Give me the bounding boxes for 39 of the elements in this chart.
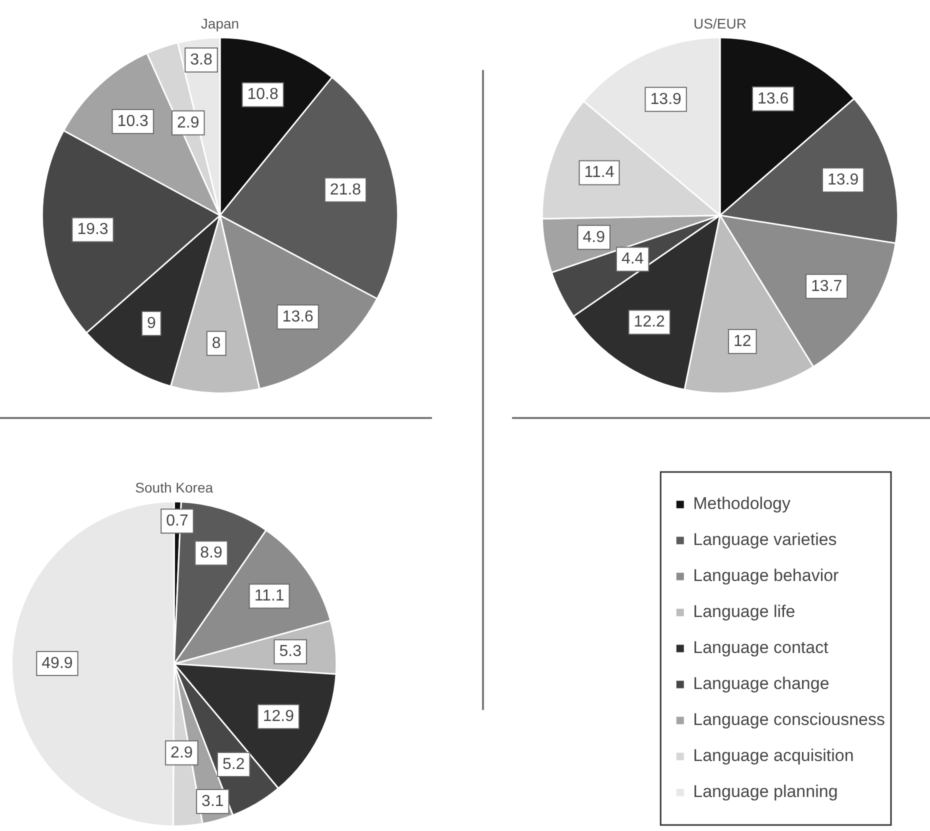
data-label: 12 [734, 332, 752, 350]
data-label: 13.9 [828, 171, 859, 188]
legend-label: Language planning [693, 782, 838, 802]
data-label: 13.6 [282, 308, 314, 326]
data-label: 13.7 [811, 278, 842, 295]
data-label: 19.3 [77, 221, 108, 238]
legend-label: Language contact [693, 638, 829, 658]
data-label: 8.9 [200, 544, 222, 562]
data-label: 2.9 [170, 744, 193, 762]
data-label: 21.8 [330, 181, 362, 198]
data-label: 13.6 [757, 90, 789, 108]
legend-label: Language varieties [693, 530, 837, 550]
data-label: 8 [212, 334, 221, 352]
data-label: 4.4 [621, 250, 644, 268]
data-label: 2.9 [177, 114, 200, 132]
data-label: 10.3 [117, 112, 149, 130]
data-label: 3.1 [202, 792, 224, 810]
data-label: 3.8 [190, 51, 212, 68]
data-label: 11.1 [254, 587, 284, 604]
legend-label: Language acquisition [693, 746, 854, 766]
chart-title: Japan [200, 15, 240, 32]
legend-label: Language change [693, 674, 830, 694]
data-label: 0.7 [166, 512, 188, 530]
legend-label: Language behavior [693, 566, 840, 586]
data-label: 5.3 [279, 643, 302, 660]
data-label: 12.9 [262, 708, 294, 726]
chart-title: US/EUR [694, 15, 746, 32]
data-label: 5.2 [222, 756, 245, 773]
legend-label: Language consciousness [693, 710, 886, 730]
legend-label: Methodology [693, 494, 791, 514]
data-label: 9 [146, 314, 156, 332]
data-label: 49.9 [42, 654, 73, 672]
data-label: 4.9 [582, 228, 606, 246]
data-label: 11.4 [584, 164, 614, 182]
data-label: 10.8 [247, 86, 278, 104]
data-label: 12.2 [634, 314, 666, 331]
data-label: 13.9 [650, 90, 682, 108]
text: South Korea [135, 479, 214, 496]
legend-label: Language life [693, 602, 796, 622]
